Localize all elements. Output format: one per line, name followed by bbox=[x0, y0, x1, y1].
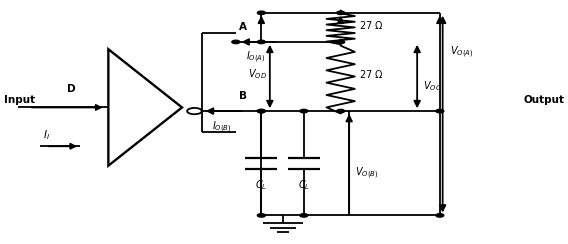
Circle shape bbox=[257, 11, 265, 15]
Circle shape bbox=[257, 40, 265, 44]
Circle shape bbox=[436, 214, 444, 217]
Circle shape bbox=[187, 108, 202, 114]
Circle shape bbox=[337, 40, 345, 44]
Circle shape bbox=[337, 11, 345, 15]
Text: A: A bbox=[239, 22, 247, 32]
Text: 27 $\Omega$: 27 $\Omega$ bbox=[359, 68, 383, 80]
Circle shape bbox=[300, 109, 308, 113]
Circle shape bbox=[436, 109, 444, 113]
Text: $V_{OD}$: $V_{OD}$ bbox=[248, 67, 267, 81]
Circle shape bbox=[300, 214, 308, 217]
Circle shape bbox=[232, 40, 240, 44]
Text: $V_{OC}$: $V_{OC}$ bbox=[423, 79, 441, 93]
Text: $C_L$: $C_L$ bbox=[255, 178, 268, 192]
Text: $I_{O(A)}$: $I_{O(A)}$ bbox=[246, 50, 266, 65]
Text: $C_L$: $C_L$ bbox=[298, 178, 310, 192]
Text: Input: Input bbox=[3, 95, 35, 105]
Circle shape bbox=[257, 109, 265, 113]
Text: $V_{O(B)}$: $V_{O(B)}$ bbox=[355, 165, 378, 181]
Circle shape bbox=[337, 109, 345, 113]
Text: $I_I$: $I_I$ bbox=[43, 128, 50, 142]
Text: D: D bbox=[67, 84, 76, 94]
Circle shape bbox=[257, 109, 265, 113]
Text: $I_{O(B)}$: $I_{O(B)}$ bbox=[212, 119, 232, 134]
Circle shape bbox=[257, 214, 265, 217]
Text: B: B bbox=[239, 92, 247, 101]
Text: $V_{O(A)}$: $V_{O(A)}$ bbox=[450, 45, 473, 60]
Text: 27 $\Omega$: 27 $\Omega$ bbox=[359, 19, 383, 31]
Text: Output: Output bbox=[524, 95, 565, 105]
